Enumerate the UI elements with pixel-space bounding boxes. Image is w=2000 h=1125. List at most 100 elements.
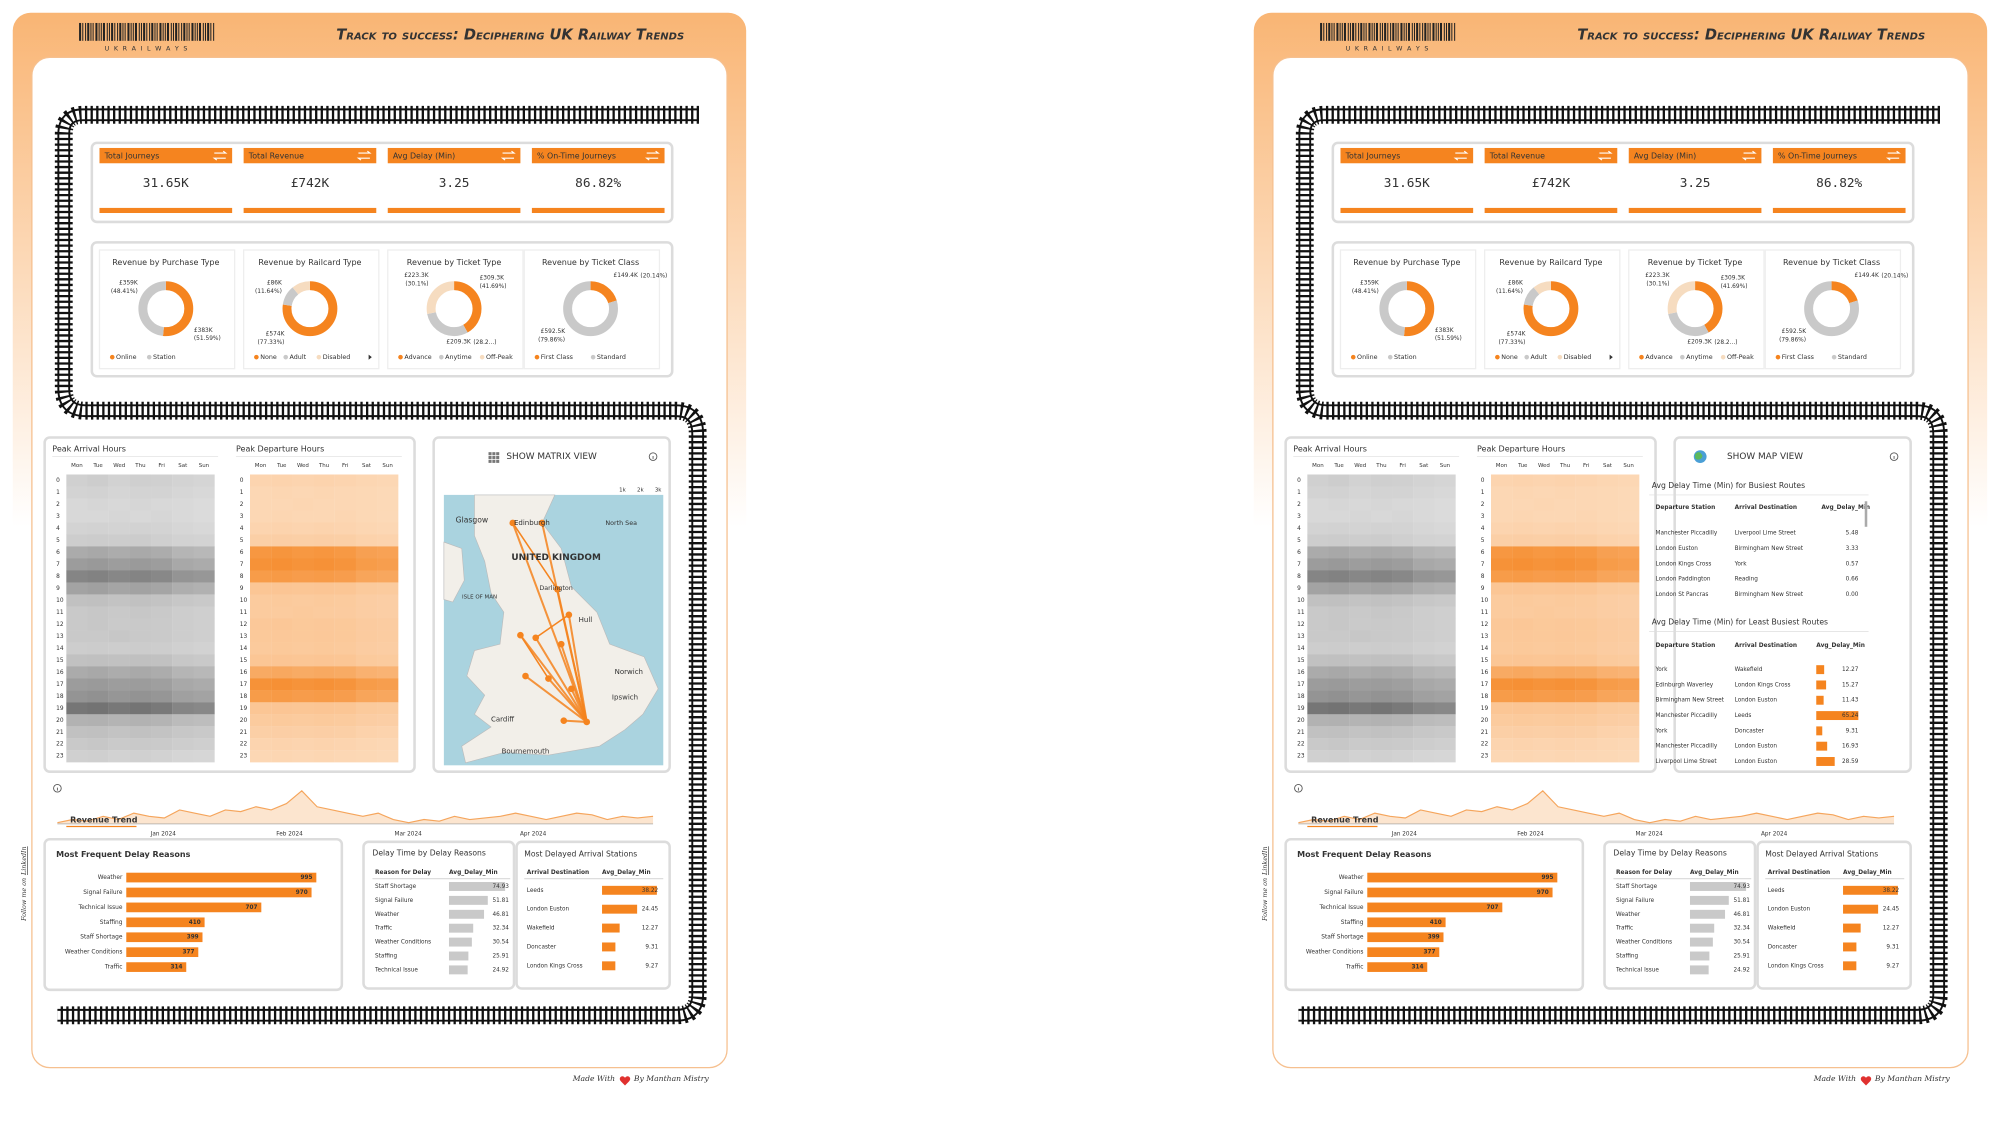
heat-cell xyxy=(1512,558,1534,571)
legend-label: None xyxy=(260,353,277,361)
donut-label: £592.5K xyxy=(541,329,566,335)
heat-cell xyxy=(193,702,215,715)
kpi-icon xyxy=(212,150,228,161)
heat-cell xyxy=(1328,606,1350,619)
heat-cell xyxy=(377,738,399,751)
heat-cell xyxy=(66,666,88,679)
heat-cell xyxy=(87,642,109,655)
barcode-bar xyxy=(1331,22,1333,41)
heat-cell xyxy=(1413,726,1435,739)
heat-cell xyxy=(355,522,378,535)
table-cell: Weather Conditions xyxy=(375,940,431,946)
x-tick-label: Jan 2024 xyxy=(150,832,177,838)
heat-cell xyxy=(1349,534,1371,547)
barcode-bar xyxy=(82,22,84,41)
barcode-bar xyxy=(1323,22,1325,41)
map-label: Glasgow xyxy=(456,515,488,524)
heat-cell xyxy=(1370,702,1393,715)
linkedin-link[interactable]: LinkedIn xyxy=(20,846,28,876)
heat-cell xyxy=(87,666,109,679)
heat-cell xyxy=(292,726,314,739)
heat-cell xyxy=(355,738,378,751)
y-category-label: Traffic xyxy=(1345,965,1364,971)
barcode-bar xyxy=(138,22,140,41)
heat-cell xyxy=(129,642,152,655)
heat-cell xyxy=(1307,690,1329,703)
heat-cell xyxy=(1307,510,1329,523)
table-value: 38.22 xyxy=(642,888,659,894)
heat-cell xyxy=(87,546,109,559)
heat-cell xyxy=(292,666,314,679)
hour-label: 4 xyxy=(1481,526,1485,532)
heat-cell xyxy=(1307,606,1329,619)
hour-label: 11 xyxy=(240,610,248,616)
heat-cell xyxy=(1618,678,1640,691)
barcode-bar xyxy=(1395,22,1397,41)
legend-label: Anytime xyxy=(1686,353,1713,361)
heat-cell xyxy=(87,510,109,523)
hour-label: 0 xyxy=(240,478,244,484)
linkedin-link[interactable]: LinkedIn xyxy=(1261,846,1269,876)
heat-cell xyxy=(1413,630,1435,643)
hour-label: 19 xyxy=(1481,706,1489,712)
heat-cell xyxy=(334,714,356,727)
heat-cell xyxy=(292,618,314,631)
heat-cell xyxy=(250,498,272,511)
heat-cell xyxy=(66,546,88,559)
heat-cell xyxy=(1512,570,1534,583)
heat-cell xyxy=(1370,666,1393,679)
view-toggle-button[interactable]: SHOW MATRIX VIEW xyxy=(506,452,597,462)
heat-cell xyxy=(1370,594,1393,607)
heat-cell xyxy=(151,750,173,763)
heat-cell xyxy=(1618,738,1640,751)
route xyxy=(534,637,588,723)
barcode-bar xyxy=(90,22,92,41)
heat-cell xyxy=(377,498,399,511)
column-header: Reason for Delay xyxy=(375,870,431,876)
barcode-bar xyxy=(1392,22,1395,41)
heat-cell xyxy=(334,678,356,691)
heat-cell xyxy=(334,594,356,607)
route xyxy=(524,675,588,723)
day-label: Tue xyxy=(1517,463,1528,469)
hour-label: 17 xyxy=(240,682,248,688)
heat-cell xyxy=(108,666,130,679)
table-cell: Manchester Piccadilly xyxy=(1656,713,1718,719)
bar-value-label: 707 xyxy=(246,905,258,911)
heat-cell xyxy=(1413,474,1435,487)
heat-cell xyxy=(1554,498,1576,511)
heat-cell xyxy=(172,522,194,535)
kpi-icon xyxy=(356,150,372,161)
kpi-footer xyxy=(1340,207,1474,214)
heat-cell xyxy=(87,678,109,691)
heat-cell xyxy=(172,690,194,703)
heat-cell xyxy=(1596,546,1619,559)
table-value: 15.27 xyxy=(1842,682,1859,688)
view-toggle-button[interactable]: SHOW MAP VIEW xyxy=(1727,452,1803,462)
barcode-bar xyxy=(1387,22,1389,41)
hour-label: 1 xyxy=(56,490,60,496)
table-value: 65.24 xyxy=(1842,713,1859,719)
heat-cell xyxy=(1392,702,1414,715)
heatmap-title: Peak Arrival Hours xyxy=(1293,444,1367,453)
heat-cell xyxy=(172,618,194,631)
heat-cell xyxy=(1307,702,1329,715)
kpi-footer xyxy=(99,207,233,214)
y-category-label: Weather xyxy=(98,875,123,881)
table-value: 9.31 xyxy=(645,944,658,950)
heat-cell xyxy=(334,522,356,535)
heat-cell xyxy=(1512,726,1534,739)
heat-cell xyxy=(1575,510,1597,523)
matrix-icon xyxy=(488,459,492,463)
heat-cell xyxy=(1413,510,1435,523)
day-label: Sun xyxy=(199,463,209,469)
heat-cell xyxy=(193,738,215,751)
barcode-bar xyxy=(178,22,180,41)
legend-label: Online xyxy=(1357,353,1378,361)
hour-label: 9 xyxy=(240,586,244,592)
heat-cell xyxy=(1392,582,1414,595)
barcode-bar xyxy=(1419,22,1421,41)
kpi-footer xyxy=(387,207,521,214)
heat-cell xyxy=(1413,534,1435,547)
hour-label: 4 xyxy=(240,526,244,532)
